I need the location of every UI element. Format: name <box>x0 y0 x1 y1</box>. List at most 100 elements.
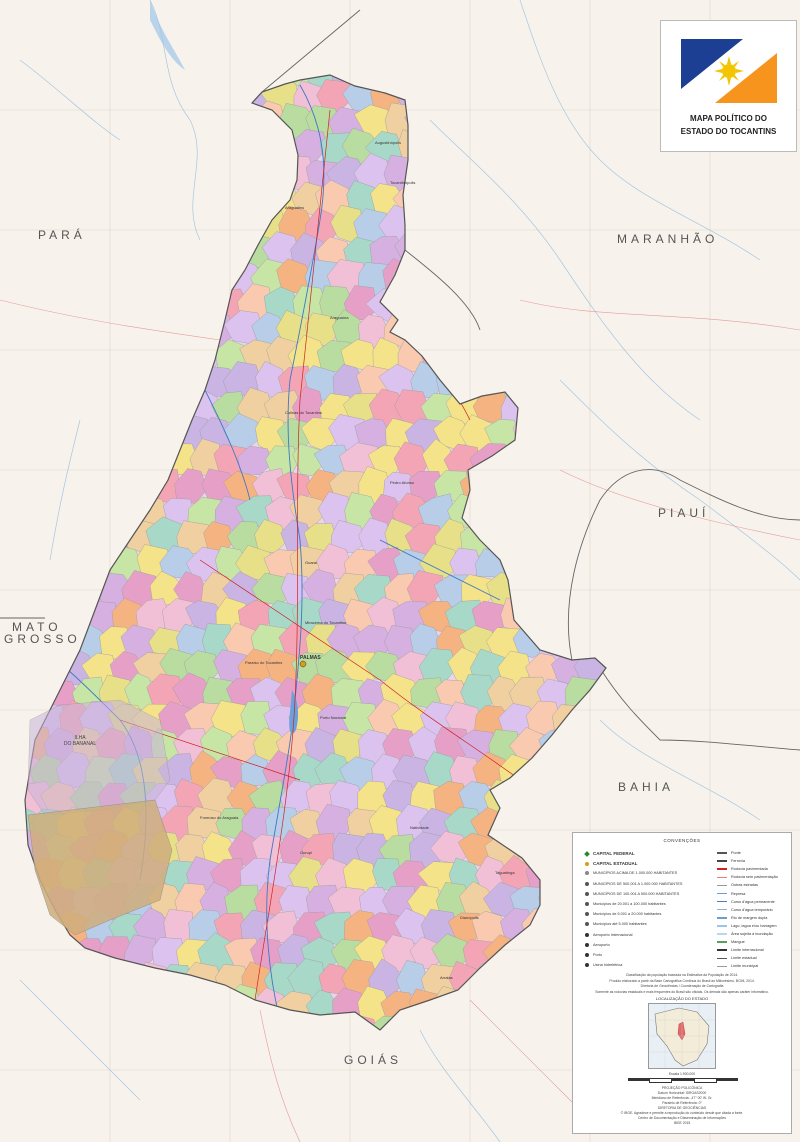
city-label: Tocantinópolis <box>390 180 416 185</box>
line-symbol-icon <box>717 876 727 879</box>
legend-item: Mangue <box>717 940 745 944</box>
state-label-bahia: BAHIA <box>618 780 675 794</box>
legend-item-label: Área sujeita à inundação <box>731 932 773 936</box>
legend-item-label: Ponte <box>731 851 741 855</box>
dot-icon <box>585 953 589 957</box>
title-line-1: MAPA POLÍTICO DO <box>690 114 767 123</box>
diamond-icon <box>584 850 590 857</box>
legend-item-label: Limite internacional <box>731 948 764 953</box>
state-label-mato-grosso-2: GROSSO <box>4 632 81 646</box>
legend-item-label: MUNICÍPIOS DE 500.001 A 1.000.000 HABITA… <box>593 881 683 886</box>
legend-item-label: Rodovia sem pavimentação <box>731 875 778 880</box>
legend-item-label: Aeroporto Internacional <box>593 932 633 937</box>
dot-icon <box>585 861 589 866</box>
legend-footer-line: Centro de Documentação e Disseminação de… <box>637 1116 726 1120</box>
city-label: Miracema do Tocantins <box>305 620 347 625</box>
legend-footer-line: IBGE 2015 <box>673 1121 691 1125</box>
legend-item-label: Ferrovia <box>731 859 745 864</box>
legend-item-label: Aeroporto <box>593 942 610 947</box>
city-label: Pedro Afonso <box>390 480 415 485</box>
legend-panel: CONVENÇÕES CAPITAL FEDERAL CAPITAL ESTADU… <box>572 832 792 1134</box>
legend-item: Ferrovia <box>717 859 745 863</box>
legend-footer-line: Datum Horizontal: SIRGAS2000 <box>657 1091 707 1095</box>
state-label-mato-grosso-1: MATO <box>12 620 62 634</box>
legend-item-label: Porto <box>593 953 603 957</box>
dot-icon <box>585 932 589 937</box>
legend-footer-line: Paralelo de Referência: 0° <box>662 1101 702 1105</box>
legend-item: Lago, lagoa e/ou barragem <box>717 924 777 928</box>
location-inset-map <box>648 1003 716 1069</box>
legend-footer-line: DIRETORIA DE GEOCIÊNCIAS <box>657 1106 707 1110</box>
legend-item: Municípios de 5.001 a 20.000 habitantes <box>585 912 662 917</box>
line-symbol-icon <box>717 868 727 870</box>
line-symbol-icon <box>717 949 727 951</box>
legend-item-label: Outras estradas <box>731 883 759 888</box>
line-symbol-icon <box>717 900 727 903</box>
dot-icon <box>585 963 589 968</box>
legend-item-label: Represa <box>731 891 746 896</box>
legend-note: Somente as rodovias estaduais e mais fre… <box>595 989 769 994</box>
legend-item-label: Limite municipal <box>731 964 759 969</box>
state-label-maranhao: MARANHÃO <box>617 232 719 246</box>
scale-bar <box>628 1078 739 1083</box>
legend-item: CAPITAL FEDERAL <box>584 850 635 857</box>
line-symbol-icon <box>717 917 727 919</box>
title-line-2: ESTADO DO TOCANTINS <box>680 127 777 136</box>
state-label-para: PARÁ <box>38 228 86 242</box>
legend-note: Diretoria de Geociências / Coordenação d… <box>640 984 724 988</box>
municipality-area <box>237 445 273 476</box>
legend-item-label: Mangue <box>731 940 745 945</box>
legend-item: Ponte <box>717 851 741 855</box>
state-label-goias: GOIÁS <box>344 1053 403 1067</box>
legend-item: Represa <box>717 892 745 896</box>
legend-item-label: MUNICÍPIOS DE 100.001 A 500.000 HABITANT… <box>593 891 680 896</box>
city-label: Taguatinga <box>495 870 515 875</box>
legend-item: MUNICÍPIOS ACIMA DE 1.000.000 HABITANTES <box>585 871 678 876</box>
legend-item-label: Curso d'água temporário <box>731 907 773 912</box>
legend-item-label: Rodovia pavimentada <box>731 867 768 872</box>
legend-item-label: Municípios de 5.001 a 20.000 habitantes <box>593 912 662 917</box>
line-symbol-icon <box>717 957 727 960</box>
title-box: MAPA POLÍTICO DO ESTADO DO TOCANTINS <box>660 20 797 152</box>
capital-marker <box>299 660 307 668</box>
legend-item-label: Limite estadual <box>731 956 757 961</box>
city-label: Araguatins <box>285 205 305 210</box>
legend-item: Limite estadual <box>717 956 757 960</box>
line-symbol-icon <box>717 892 727 895</box>
legend-item-label: Municípios de 20.001 a 100.000 habitante… <box>593 902 666 906</box>
legend-item: Rodovia pavimentada <box>717 867 768 871</box>
city-label: Augustinópolis <box>375 140 402 145</box>
state-label-piaui: PIAUÍ <box>658 506 710 520</box>
city-label: Gurupi <box>300 850 313 855</box>
city-label: Natividade <box>410 825 429 830</box>
dot-icon <box>585 891 589 896</box>
legend-note: Classificação da população baseada na Es… <box>625 973 739 977</box>
legend-item-label: MUNICÍPIOS ACIMA DE 1.000.000 HABITANTES <box>593 871 678 876</box>
legend-item: Rodovia sem pavimentação <box>717 875 778 879</box>
scale-text: Escala 1:900.000 <box>668 1072 696 1076</box>
legend-item: Rio de margem dupla <box>717 916 767 920</box>
legend-item: Aeroporto Internacional <box>585 932 633 937</box>
city-label: Colinas do Tocantins <box>285 410 322 415</box>
island-label: ILHA DO BANANAL <box>55 735 105 747</box>
line-symbol-icon <box>717 884 727 887</box>
capital-label: PALMAS <box>300 655 321 661</box>
dot-icon <box>585 881 589 886</box>
legend-item: Limite internacional <box>717 948 764 952</box>
island-label-line2: DO BANANAL <box>63 741 97 747</box>
legend-item-label: Municípios até 5.000 habitantes <box>593 922 647 927</box>
legend-item-label: Rio de margem dupla <box>731 915 768 920</box>
legend-item: MUNICÍPIOS DE 100.001 A 500.000 HABITANT… <box>585 891 680 896</box>
legend-item: Outras estradas <box>717 883 758 887</box>
city-label: Guaraí <box>305 560 318 565</box>
dot-icon <box>585 902 589 906</box>
legend-item: Usina hidrelétrica <box>585 963 622 968</box>
inset-svg <box>649 1004 715 1068</box>
legend-footer-line: PROJEÇÃO POLICÔNICA <box>661 1086 703 1090</box>
dot-icon <box>585 912 589 917</box>
dot-icon <box>585 871 589 876</box>
line-symbol-icon <box>717 965 727 968</box>
city-label: Dianópolis <box>460 915 479 920</box>
dot-icon <box>585 922 589 927</box>
legend-item: Municípios de 20.001 a 100.000 habitante… <box>585 902 666 906</box>
